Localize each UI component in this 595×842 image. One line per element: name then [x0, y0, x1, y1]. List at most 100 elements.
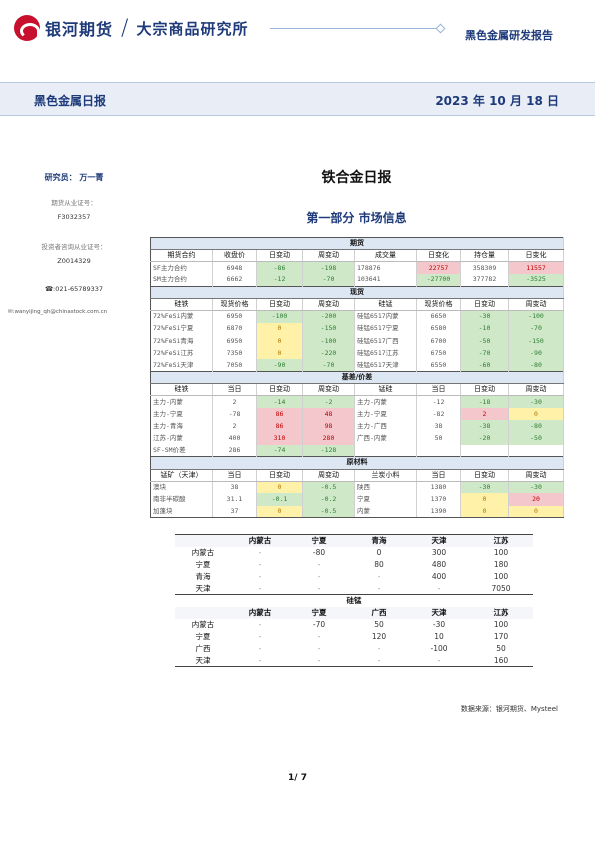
column-header: 硅铁 — [150, 383, 213, 397]
column-header: 当日 — [416, 383, 461, 397]
section-header-cell: 期货 — [150, 236, 564, 251]
table-cell: SF-SM价差 — [150, 444, 213, 457]
column-header: 收盘价 — [212, 249, 257, 263]
regional-spread-table: 内蒙古 宁夏 青海 天津 江苏 内蒙古 - -80 0 300 100 宁夏 - -80 480 180 青海 -… — [175, 534, 533, 667]
table-row: 主力-宁夏 -78 86 48 主力-宁夏 -82 2 0 — [150, 408, 564, 421]
matrix-row: 天津 - - - - 160 — [175, 655, 533, 667]
table-column-headers: 硅铁 当日 日变动 周变动 锰硅 当日 日变动 周变动 — [150, 383, 564, 397]
table-cell: -18 — [460, 395, 509, 409]
matrix-column-header: 宁夏 — [289, 606, 349, 619]
market-info-table: 期货 期货合约 收盘价 日变动 周变动 成交量 日变化 持仓量 日变化 SF主力合约 6948 -86… — [150, 236, 564, 519]
table-row: 72%FeSi天津 7050 -90 -70 硅锰6517天津 6550 -60 -80 — [150, 359, 564, 372]
matrix-row-label: 宁夏 — [195, 560, 211, 569]
matrix-cell: 480 — [431, 560, 447, 569]
header-rule — [270, 28, 440, 29]
table-cell: 0 — [460, 493, 509, 506]
table-cell: 内蒙 — [354, 505, 417, 519]
table-cell — [460, 444, 509, 457]
analyst-sidebar: 研究员： 万一菁 期货从业证号： F3032357 投资者咨询从业证号： Z00… — [8, 172, 140, 315]
table-cell: SF主力合约 — [150, 261, 213, 275]
column-header: 现货价格 — [416, 298, 461, 312]
report-date: 2023 年 10 月 18 日 — [435, 94, 559, 108]
matrix-cell: - — [258, 644, 262, 653]
section-header-cell: 现货 — [150, 285, 564, 299]
table-cell: 6870 — [212, 322, 257, 335]
table-cell: 硅锰6517宁夏 — [354, 322, 417, 335]
table-row: SF-SM价差 286 -74 -128 — [150, 444, 564, 457]
table-cell: 0 — [508, 505, 564, 519]
table-cell: 38 — [416, 420, 461, 433]
table-cell: -12 — [416, 395, 461, 409]
matrix-cell: 100 — [493, 548, 509, 557]
galaxy-logo-icon — [14, 15, 40, 41]
section-header-cell: 原材料 — [150, 456, 564, 470]
table-cell: -0.5 — [302, 481, 355, 494]
table-cell: 72%FeSi宁夏 — [150, 322, 213, 335]
table-cell: -50 — [460, 335, 509, 348]
table-cell: 0 — [256, 505, 303, 519]
analyst-phone: ☎:021-65789337 — [44, 285, 104, 293]
table-cell: -128 — [302, 444, 355, 457]
table-cell: 6580 — [416, 322, 461, 335]
table-cell: 主力-内蒙 — [150, 395, 213, 409]
matrix-cell: - — [437, 583, 441, 593]
table-cell: -70 — [460, 347, 509, 360]
table-row: 主力-青海 2 86 98 主力-广西 38 -38 -80 — [150, 420, 564, 433]
table-cell: -70 — [508, 322, 564, 335]
matrix-cell: 50 — [374, 620, 384, 629]
table-cell: 1390 — [416, 505, 461, 519]
matrix-row-label: 宁夏 — [195, 632, 211, 641]
matrix-row-label: 内蒙古 — [191, 620, 215, 629]
table-cell: 7050 — [212, 359, 257, 372]
table-section-header: 期货 — [150, 236, 564, 251]
invest-cert: Z0014329 — [57, 257, 91, 265]
table-cell — [354, 444, 417, 457]
matrix-cell: - — [258, 548, 262, 557]
logo-divider: / — [121, 15, 129, 41]
matrix-cell: 160 — [493, 655, 509, 665]
matrix-cell: 400 — [431, 572, 447, 581]
table-row: 澳块 38 0 -0.5 陕西 1380 -30 -30 — [150, 481, 564, 494]
table-cell: -30 — [508, 481, 564, 494]
matrix-cell: - — [317, 655, 321, 665]
table-cell: 主力-宁夏 — [150, 408, 213, 421]
table-row: 主力-内蒙 2 -14 -2 主力-内蒙 -12 -18 -30 — [150, 395, 564, 409]
matrix-row: 天津 - - - - 7050 — [175, 583, 533, 595]
matrix-cell: -30 — [432, 620, 446, 629]
table-cell: -0.1 — [256, 493, 303, 506]
table-cell: 98 — [302, 420, 355, 433]
table-cell: 72%FeSi内蒙 — [150, 310, 213, 323]
matrix-row: 内蒙古 - -80 0 300 100 — [175, 547, 533, 559]
table-cell: 6550 — [416, 359, 461, 372]
table-cell: 6662 — [212, 274, 257, 287]
matrix-column-header: 江苏 — [469, 606, 533, 619]
table-cell: 硅锰6517内蒙 — [354, 310, 417, 323]
column-header: 锰硅 — [354, 383, 417, 397]
analyst-email[interactable]: ✉:wanyijing_qh@chinastock.com.cn — [8, 309, 108, 315]
matrix-row: 宁夏 - - 80 480 180 — [175, 559, 533, 571]
column-header: 日变化 — [416, 249, 461, 263]
matrix-row: 青海 - - - 400 100 — [175, 571, 533, 583]
column-header: 日变动 — [256, 298, 303, 312]
futures-cert: F3032357 — [57, 213, 91, 221]
table-row: SM主力合约 6662 -12 -70 103641 -27700 377782 -3525 — [150, 274, 564, 287]
table-cell: 0 — [256, 335, 303, 348]
table-cell: -30 — [460, 481, 509, 494]
table-cell: 江苏-内蒙 — [150, 432, 213, 445]
matrix-cell: 180 — [493, 560, 509, 569]
table-cell: -100 — [302, 335, 355, 348]
column-header: 周变动 — [508, 298, 564, 312]
column-header: 兰炭小料 — [354, 469, 417, 482]
table-cell: -27700 — [416, 274, 461, 287]
invest-cert-label: 投资者咨询从业证号： — [41, 243, 107, 251]
table-cell: -200 — [302, 310, 355, 323]
table-cell: 31.1 — [212, 493, 257, 506]
table-cell: -150 — [302, 322, 355, 335]
column-header: 日变动 — [256, 249, 303, 263]
matrix-cell: - — [258, 655, 262, 665]
table-cell: SM主力合约 — [150, 274, 213, 287]
futures-cert-label: 期货从业证号： — [51, 199, 97, 207]
table-cell: 0 — [460, 505, 509, 519]
table-cell: 主力-内蒙 — [354, 395, 417, 409]
column-header: 周变动 — [302, 249, 355, 263]
